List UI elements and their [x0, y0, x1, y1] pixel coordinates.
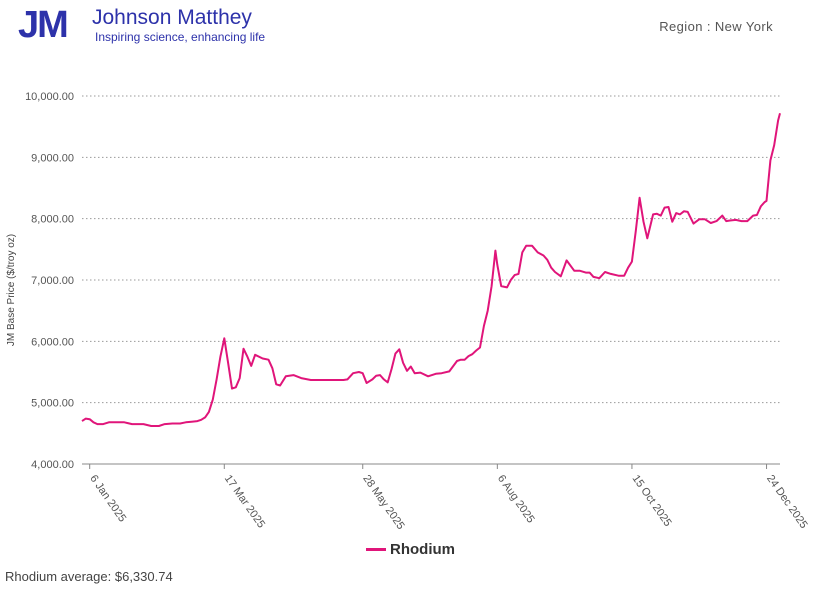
header: JM Johnson Matthey Inspiring science, en…	[0, 0, 825, 60]
legend-swatch-rhodium	[366, 547, 386, 551]
x-tick-label: 6 Jan 2025	[87, 473, 128, 524]
series-line-rhodium	[81, 112, 781, 427]
average-summary: Rhodium average: $6,330.74	[5, 569, 173, 584]
y-tick-label: 7,000.00	[31, 275, 74, 287]
x-tick-label: 17 Mar 2025	[222, 473, 267, 530]
region-selector[interactable]: Region : New York	[659, 19, 773, 34]
company-logo[interactable]: JM	[18, 4, 69, 46]
y-tick-label: 6,000.00	[31, 336, 74, 348]
average-value: $6,330.74	[114, 569, 173, 584]
chart-legend[interactable]: Rhodium	[366, 539, 455, 559]
company-tagline: Inspiring science, enhancing life	[95, 30, 266, 44]
y-tick-label: 9,000.00	[31, 152, 74, 164]
x-tick-label: 28 May 2025	[360, 473, 406, 530]
price-line-chart: 4,000.00 5,000.00 6,000.00 7,000.00 8,000.00…	[6, 91, 810, 530]
y-axis-title: JM Base Price ($/troy oz)	[6, 234, 17, 346]
x-tick-label: 15 Oct 2025	[629, 473, 673, 529]
average-label: Rhodium average:	[5, 569, 112, 584]
y-tick-label: 5,000.00	[31, 398, 74, 410]
company-name: Johnson Matthey	[92, 6, 252, 29]
y-tick-label: 8,000.00	[31, 214, 74, 226]
y-tick-label: 4,000.00	[31, 459, 74, 471]
x-tick-label: 24 Dec 2025	[764, 473, 810, 530]
legend-label-rhodium: Rhodium	[390, 540, 455, 558]
x-tick-label: 6 Aug 2025	[495, 473, 537, 525]
y-tick-label: 10,000.00	[25, 91, 74, 103]
